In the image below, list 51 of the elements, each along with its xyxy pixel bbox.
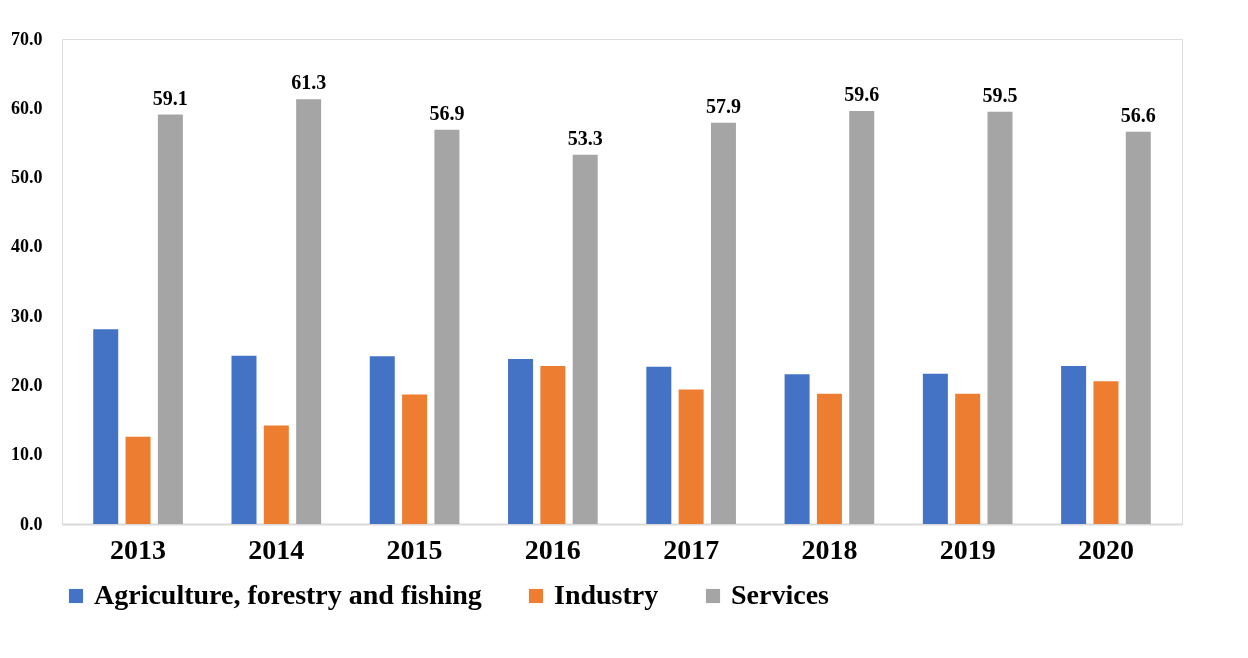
bar	[540, 366, 566, 524]
bar	[646, 366, 672, 524]
x-tick-label: 2013	[110, 533, 167, 565]
x-tick-label: 2017	[663, 533, 720, 565]
data-label: 56.6	[1120, 103, 1156, 126]
data-label: 53.3	[567, 126, 603, 149]
legend-label: Services	[731, 579, 830, 610]
y-tick-label: 70.0	[11, 28, 43, 49]
bar	[402, 394, 428, 524]
bar	[849, 111, 875, 524]
bar	[987, 111, 1013, 524]
data-label: 57.9	[705, 94, 741, 117]
x-tick-label: 2020	[1077, 533, 1134, 565]
data-label: 61.3	[291, 71, 327, 94]
bar	[816, 393, 842, 524]
x-tick-label: 2019	[939, 533, 996, 565]
bar	[572, 154, 598, 524]
bar	[784, 374, 810, 524]
bar	[125, 436, 151, 524]
data-label: 56.9	[429, 101, 465, 124]
y-tick-label: 30.0	[11, 305, 43, 326]
bar	[296, 99, 322, 524]
y-tick-label: 50.0	[11, 167, 43, 188]
bar	[955, 393, 981, 524]
y-tick-label: 0.0	[20, 513, 43, 534]
x-tick-label: 2014	[248, 533, 305, 565]
data-label: 59.1	[152, 86, 188, 109]
data-label: 59.5	[982, 83, 1018, 106]
bar	[1093, 381, 1119, 524]
bar	[922, 373, 948, 524]
bar	[231, 355, 257, 524]
bar	[508, 359, 534, 524]
bar	[1125, 131, 1151, 524]
x-tick-label: 2015	[386, 533, 443, 565]
bar	[434, 129, 460, 524]
x-tick-label: 2016	[524, 533, 581, 565]
x-tick-label: 2018	[801, 533, 858, 565]
legend-label: Agriculture, forestry and fishing	[94, 579, 482, 610]
bar	[1061, 366, 1087, 524]
y-tick-label: 10.0	[11, 444, 43, 465]
bar	[93, 329, 119, 524]
y-tick-label: 20.0	[11, 374, 43, 395]
bar	[710, 122, 736, 524]
bar	[263, 425, 289, 524]
bar	[157, 114, 183, 524]
bar	[678, 389, 704, 524]
data-label: 59.6	[844, 83, 880, 106]
y-tick-label: 60.0	[11, 97, 43, 118]
legend-label: Industry	[554, 579, 659, 610]
y-tick-label: 40.0	[11, 236, 43, 257]
bar	[369, 356, 395, 524]
